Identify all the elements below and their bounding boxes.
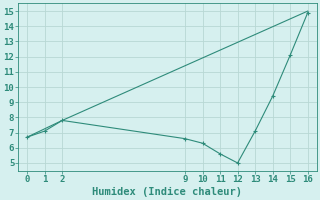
X-axis label: Humidex (Indice chaleur): Humidex (Indice chaleur)	[92, 186, 243, 197]
